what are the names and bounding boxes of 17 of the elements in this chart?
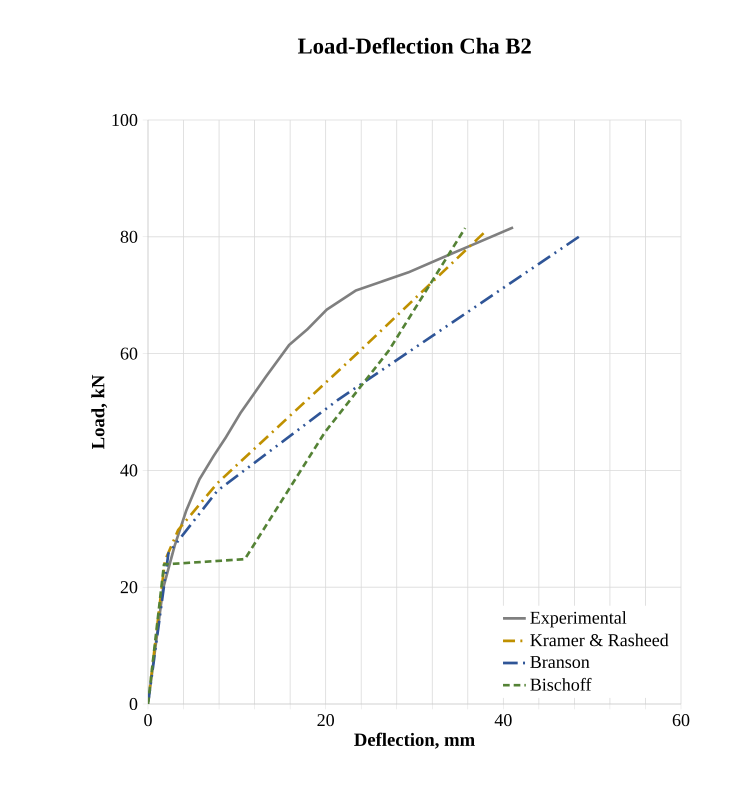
x-tick-label: 0 [144,714,152,726]
y-tick-label: 20 [120,581,138,594]
x-tick-label: 20 [317,714,334,726]
y-tick-label: 0 [130,698,138,710]
legend-label: Experimental [530,611,626,628]
y-tick-label: 100 [112,114,138,126]
chart-title: Load-Deflection Cha B2 [298,38,531,54]
x-axis-title: Deflection, mm [354,732,475,749]
y-tick-label: 60 [120,348,138,360]
x-tick-label: 40 [494,714,512,726]
y-tick-label: 80 [120,230,138,243]
legend-label: Branson [530,656,590,668]
x-tick-label: 60 [672,714,690,726]
legend-label: Kramer & Rasheed [530,634,669,646]
y-tick-label: 40 [120,464,138,476]
y-axis-title: Load, kN [91,374,108,450]
legend-label: Bischoff [530,678,592,691]
